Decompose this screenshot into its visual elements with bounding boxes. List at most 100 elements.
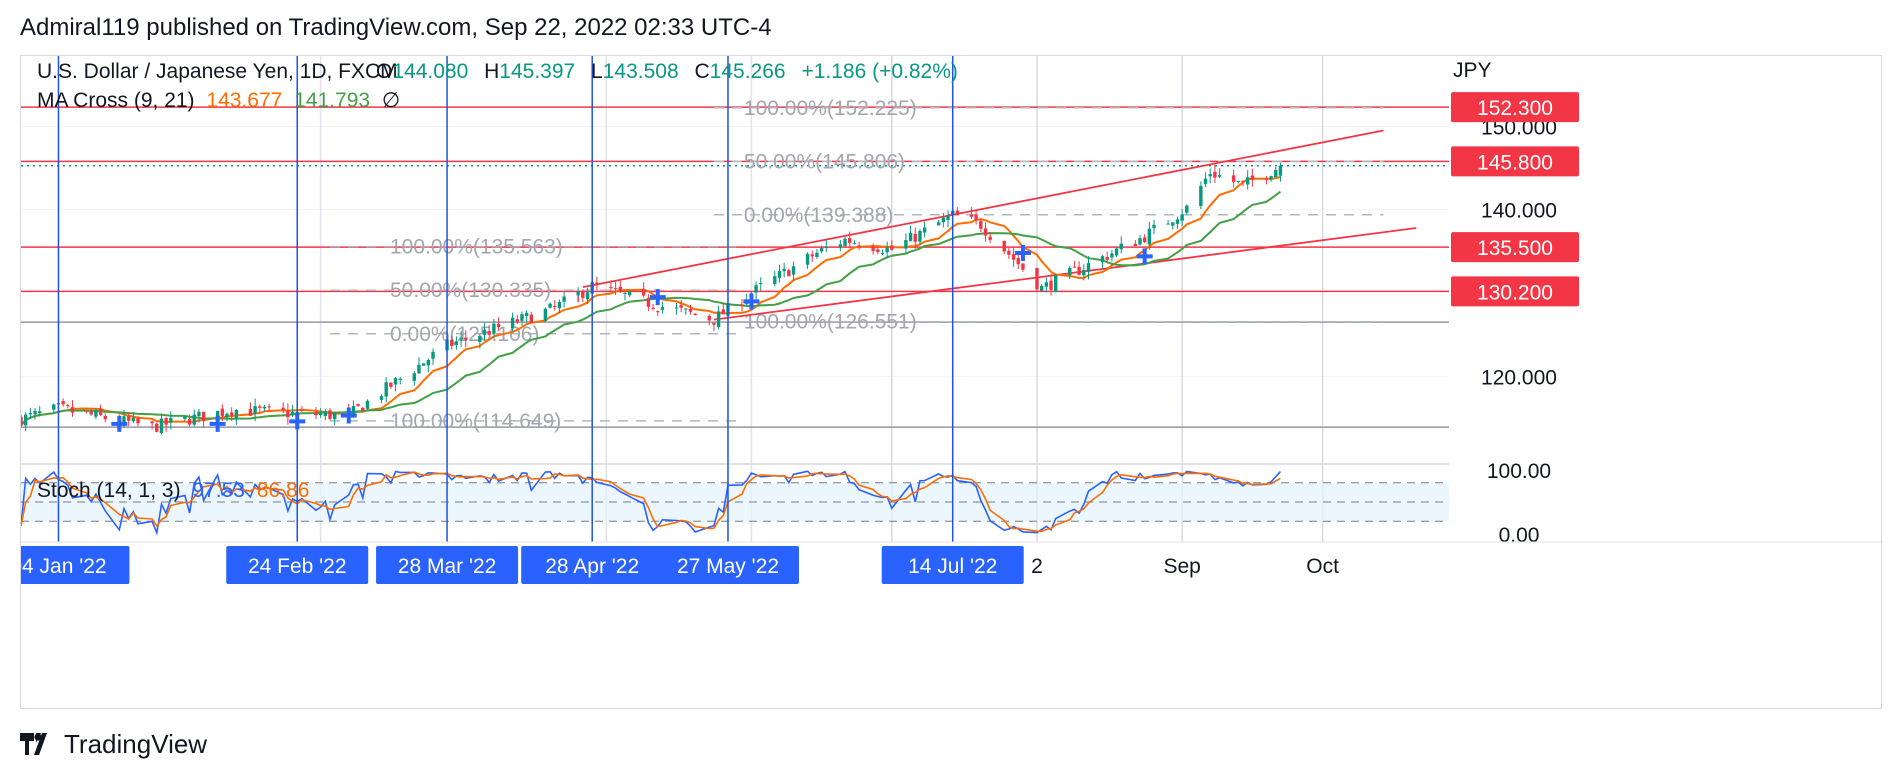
candle[interactable] [1185, 204, 1189, 215]
candle[interactable] [1054, 273, 1058, 293]
candle[interactable] [1011, 247, 1016, 267]
candle[interactable] [1250, 168, 1255, 187]
candle[interactable] [979, 217, 983, 232]
candle[interactable] [94, 407, 98, 420]
candle[interactable] [520, 311, 524, 326]
candle[interactable] [782, 262, 786, 278]
candle[interactable] [642, 282, 646, 298]
candle[interactable] [824, 239, 828, 253]
candle[interactable] [262, 404, 267, 412]
candle[interactable] [70, 400, 75, 417]
candle[interactable] [1105, 251, 1109, 264]
candle[interactable] [365, 399, 370, 410]
candle[interactable] [1166, 220, 1170, 225]
candle[interactable] [1152, 219, 1156, 235]
candle[interactable] [1199, 181, 1203, 210]
candle[interactable] [1203, 172, 1208, 188]
candle[interactable] [515, 314, 519, 325]
candle[interactable] [623, 292, 627, 301]
candle[interactable] [159, 413, 164, 435]
candle[interactable] [183, 416, 187, 421]
candle[interactable] [323, 409, 328, 421]
candle[interactable] [646, 294, 651, 311]
tradingview-logo[interactable]: TradingView [20, 728, 207, 760]
candle[interactable] [290, 404, 295, 417]
candle[interactable] [1175, 216, 1180, 229]
candle[interactable] [1133, 240, 1138, 247]
candle[interactable] [225, 412, 229, 422]
candle[interactable] [131, 412, 136, 424]
candle[interactable] [201, 411, 206, 428]
candle[interactable] [464, 330, 468, 348]
candle[interactable] [267, 403, 271, 412]
candle[interactable] [581, 289, 585, 303]
candle[interactable] [880, 249, 885, 255]
candle[interactable] [356, 403, 360, 407]
candle[interactable] [548, 302, 552, 309]
candle[interactable] [61, 398, 65, 407]
candle[interactable] [510, 312, 515, 332]
candle[interactable] [838, 240, 843, 252]
candle[interactable] [361, 407, 365, 412]
candle[interactable] [1077, 261, 1081, 276]
candle[interactable] [693, 313, 697, 316]
candle[interactable] [524, 310, 529, 323]
candle[interactable] [192, 409, 196, 427]
candle[interactable] [1068, 265, 1072, 280]
candle[interactable] [21, 414, 23, 428]
candle[interactable] [417, 357, 421, 374]
candle[interactable] [1072, 260, 1077, 268]
candle[interactable] [922, 221, 927, 238]
candle[interactable] [716, 305, 721, 330]
price-level-badge[interactable]: 152.300 [1451, 92, 1579, 123]
candle[interactable] [684, 308, 688, 315]
candle[interactable] [454, 336, 459, 350]
candle[interactable] [1241, 180, 1245, 187]
candle[interactable] [983, 222, 988, 242]
candle[interactable] [974, 210, 978, 225]
candle[interactable] [543, 307, 548, 323]
candle[interactable] [1002, 240, 1006, 255]
candle[interactable] [773, 270, 777, 287]
candle[interactable] [876, 247, 880, 255]
candle[interactable] [557, 299, 562, 314]
candle[interactable] [389, 382, 393, 389]
candle[interactable] [660, 301, 665, 314]
candle[interactable] [988, 231, 992, 244]
candle[interactable] [618, 280, 622, 293]
candle[interactable] [852, 240, 857, 245]
candle[interactable] [1217, 168, 1222, 179]
candle[interactable] [286, 403, 290, 425]
candle[interactable] [318, 408, 323, 418]
candle[interactable] [393, 376, 398, 392]
candle[interactable] [721, 303, 725, 315]
candle[interactable] [936, 219, 941, 226]
candle[interactable] [1086, 256, 1091, 280]
price-level-badge[interactable]: 135.500 [1451, 232, 1579, 263]
candle[interactable] [759, 277, 763, 291]
candle[interactable] [398, 377, 402, 385]
candle[interactable] [1100, 254, 1105, 269]
candle[interactable] [33, 408, 37, 420]
candle[interactable] [585, 287, 590, 304]
candle[interactable] [1274, 167, 1278, 178]
candle[interactable] [1278, 162, 1283, 182]
candle[interactable] [805, 252, 810, 269]
candle[interactable] [651, 304, 655, 311]
candle[interactable] [1171, 222, 1175, 230]
candle[interactable] [421, 363, 426, 366]
candle[interactable] [712, 322, 716, 331]
candle[interactable] [487, 324, 491, 336]
candle[interactable] [187, 414, 192, 427]
candle[interactable] [431, 348, 435, 366]
candle[interactable] [904, 233, 908, 253]
candle[interactable] [613, 281, 618, 295]
candle[interactable] [89, 408, 93, 416]
candle[interactable] [754, 281, 758, 300]
candle[interactable] [1039, 283, 1044, 292]
channel-upper-line[interactable] [582, 129, 1384, 289]
candle[interactable] [482, 322, 487, 341]
candle[interactable] [1208, 168, 1212, 184]
candle[interactable] [576, 287, 580, 297]
candle[interactable] [492, 318, 496, 339]
